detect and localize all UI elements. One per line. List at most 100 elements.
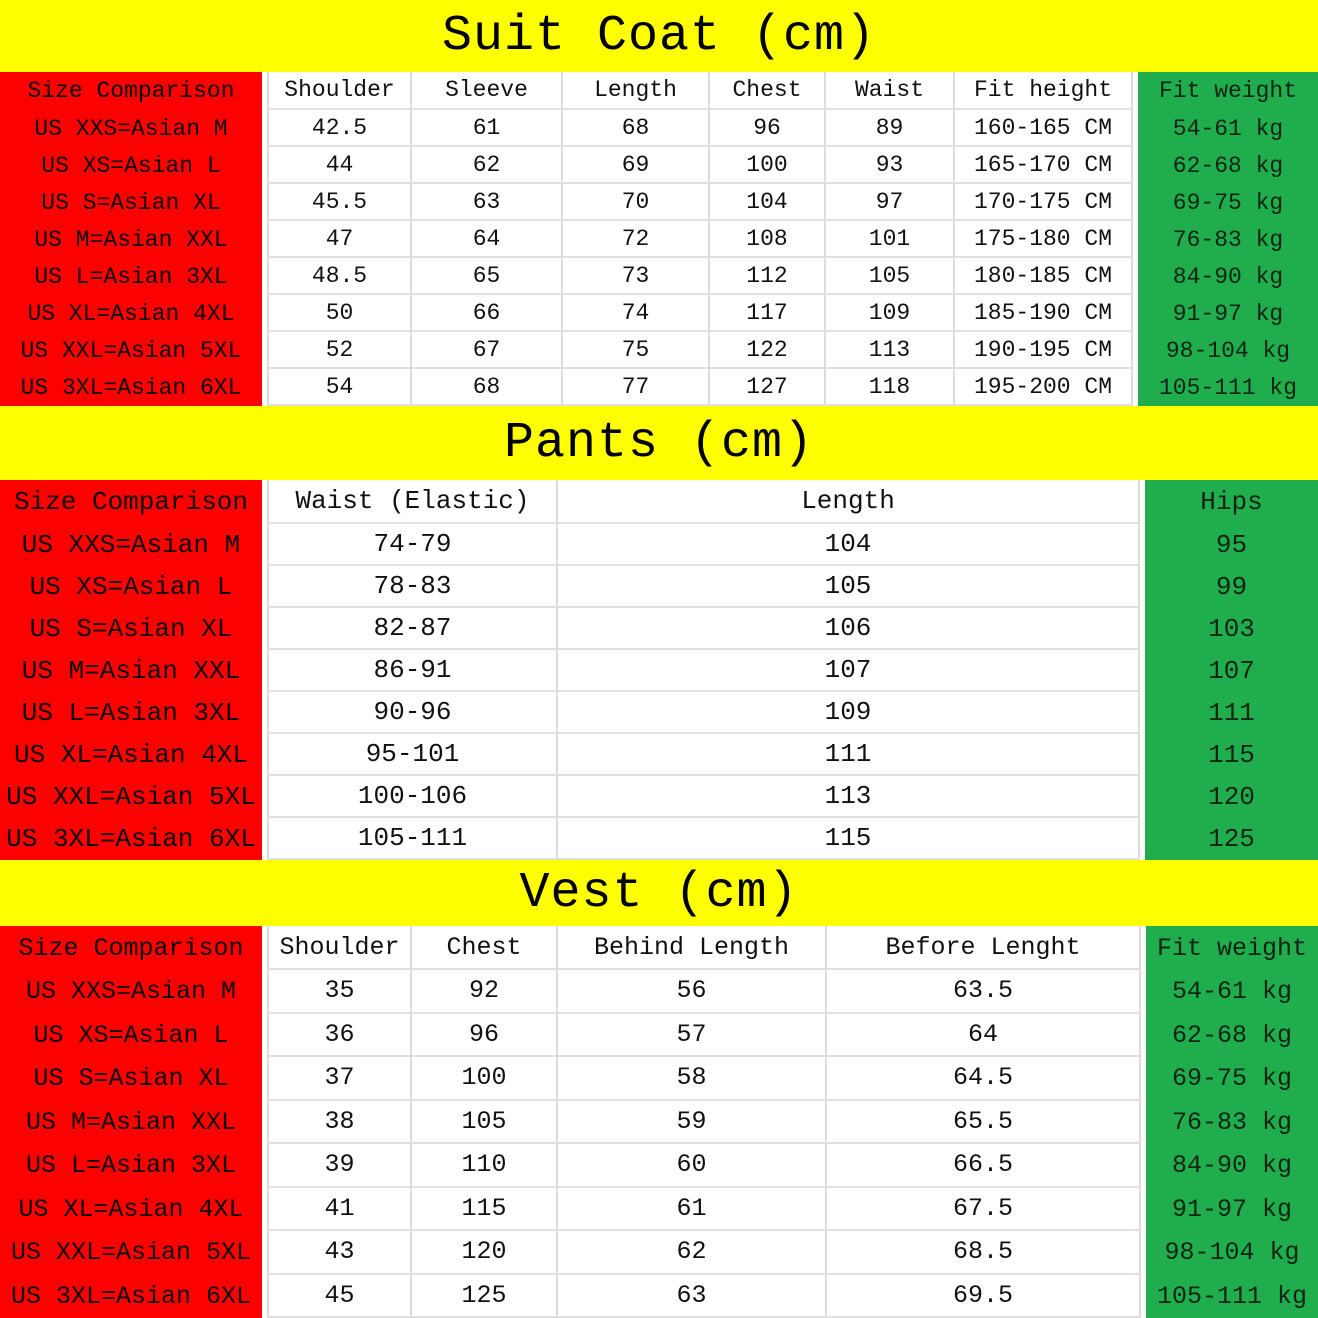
value-cell: 93 — [826, 147, 955, 184]
value-cell: 44 — [267, 147, 412, 184]
value-cell: 45 — [267, 1274, 412, 1318]
value-cell: 70 — [563, 184, 710, 221]
suit-coat-banner: Suit Coat (cm) — [0, 0, 1318, 72]
size-label: US XS=Asian L — [0, 1013, 267, 1057]
value-cell: 38 — [267, 1100, 412, 1144]
value-cell: 185-190 CM — [955, 295, 1133, 332]
value-cell: 68 — [412, 369, 563, 406]
value-cell: 82-87 — [267, 608, 558, 650]
vest-banner: Vest (cm) — [0, 860, 1318, 926]
value-cell: 118 — [826, 369, 955, 406]
size-label: US XXS=Asian M — [0, 970, 267, 1014]
size-label: US M=Asian XXL — [0, 221, 267, 258]
value-cell: 86-91 — [267, 650, 558, 692]
value-cell: 84-90 kg — [1133, 258, 1318, 295]
value-cell: 113 — [826, 332, 955, 369]
value-cell: 63 — [558, 1274, 827, 1318]
value-cell: 54 — [267, 369, 412, 406]
value-cell: 39 — [267, 1144, 412, 1188]
value-cell: 106 — [558, 608, 1140, 650]
value-cell: 165-170 CM — [955, 147, 1133, 184]
value-cell: 35 — [267, 970, 412, 1014]
value-cell: 57 — [558, 1013, 827, 1057]
column-header: Before Lenght — [827, 926, 1141, 970]
size-label: US XXS=Asian M — [0, 524, 267, 566]
value-cell: 103 — [1140, 608, 1318, 650]
value-cell: 98-104 kg — [1133, 332, 1318, 369]
value-cell: 90-96 — [267, 692, 558, 734]
value-cell: 65 — [412, 258, 563, 295]
value-cell: 66.5 — [827, 1144, 1141, 1188]
column-header: Size Comparison — [0, 72, 267, 110]
value-cell: 36 — [267, 1013, 412, 1057]
value-cell: 41 — [267, 1187, 412, 1231]
value-cell: 62 — [412, 147, 563, 184]
size-label: US S=Asian XL — [0, 184, 267, 221]
value-cell: 101 — [826, 221, 955, 258]
value-cell: 111 — [1140, 692, 1318, 734]
value-cell: 63.5 — [827, 970, 1141, 1014]
value-cell: 91-97 kg — [1133, 295, 1318, 332]
size-label: US 3XL=Asian 6XL — [0, 818, 267, 860]
value-cell: 91-97 kg — [1141, 1187, 1318, 1231]
value-cell: 69.5 — [827, 1274, 1141, 1318]
value-cell: 125 — [1140, 818, 1318, 860]
value-cell: 105-111 kg — [1133, 369, 1318, 406]
column-header: Size Comparison — [0, 480, 267, 524]
value-cell: 84-90 kg — [1141, 1144, 1318, 1188]
value-cell: 98-104 kg — [1141, 1231, 1318, 1275]
size-label: US M=Asian XXL — [0, 650, 267, 692]
size-label: US L=Asian 3XL — [0, 692, 267, 734]
value-cell: 104 — [710, 184, 826, 221]
value-cell: 54-61 kg — [1133, 110, 1318, 147]
size-label: US M=Asian XXL — [0, 1100, 267, 1144]
value-cell: 66 — [412, 295, 563, 332]
value-cell: 105-111 — [267, 818, 558, 860]
value-cell: 105-111 kg — [1141, 1274, 1318, 1318]
value-cell: 100 — [412, 1057, 558, 1101]
size-label: US 3XL=Asian 6XL — [0, 1274, 267, 1318]
value-cell: 95-101 — [267, 734, 558, 776]
value-cell: 69 — [563, 147, 710, 184]
value-cell: 50 — [267, 295, 412, 332]
size-label: US L=Asian 3XL — [0, 1144, 267, 1188]
size-label: US XXL=Asian 5XL — [0, 1231, 267, 1275]
value-cell: 99 — [1140, 566, 1318, 608]
value-cell: 109 — [826, 295, 955, 332]
value-cell: 107 — [1140, 650, 1318, 692]
value-cell: 76-83 kg — [1141, 1100, 1318, 1144]
column-header: Chest — [710, 72, 826, 110]
value-cell: 42.5 — [267, 110, 412, 147]
value-cell: 96 — [710, 110, 826, 147]
value-cell: 95 — [1140, 524, 1318, 566]
value-cell: 56 — [558, 970, 827, 1014]
value-cell: 175-180 CM — [955, 221, 1133, 258]
value-cell: 190-195 CM — [955, 332, 1133, 369]
value-cell: 111 — [558, 734, 1140, 776]
value-cell: 125 — [412, 1274, 558, 1318]
column-header: Length — [558, 480, 1140, 524]
size-label: US XXL=Asian 5XL — [0, 332, 267, 369]
value-cell: 54-61 kg — [1141, 970, 1318, 1014]
value-cell: 69-75 kg — [1141, 1057, 1318, 1101]
value-cell: 108 — [710, 221, 826, 258]
value-cell: 127 — [710, 369, 826, 406]
column-header: Fit weight — [1133, 72, 1318, 110]
vest-table: Size Comparison Shoulder Chest Behind Lengt… — [0, 926, 1318, 1318]
value-cell: 67.5 — [827, 1187, 1141, 1231]
value-cell: 61 — [558, 1187, 827, 1231]
value-cell: 62-68 kg — [1133, 147, 1318, 184]
size-label: US XXS=Asian M — [0, 110, 267, 147]
value-cell: 43 — [267, 1231, 412, 1275]
size-label: US XS=Asian L — [0, 147, 267, 184]
value-cell: 120 — [412, 1231, 558, 1275]
value-cell: 160-165 CM — [955, 110, 1133, 147]
value-cell: 115 — [558, 818, 1140, 860]
column-header: Fit height — [955, 72, 1133, 110]
column-header: Shoulder — [267, 72, 412, 110]
value-cell: 115 — [1140, 734, 1318, 776]
value-cell: 100 — [710, 147, 826, 184]
column-header: Size Comparison — [0, 926, 267, 970]
value-cell: 195-200 CM — [955, 369, 1133, 406]
value-cell: 109 — [558, 692, 1140, 734]
